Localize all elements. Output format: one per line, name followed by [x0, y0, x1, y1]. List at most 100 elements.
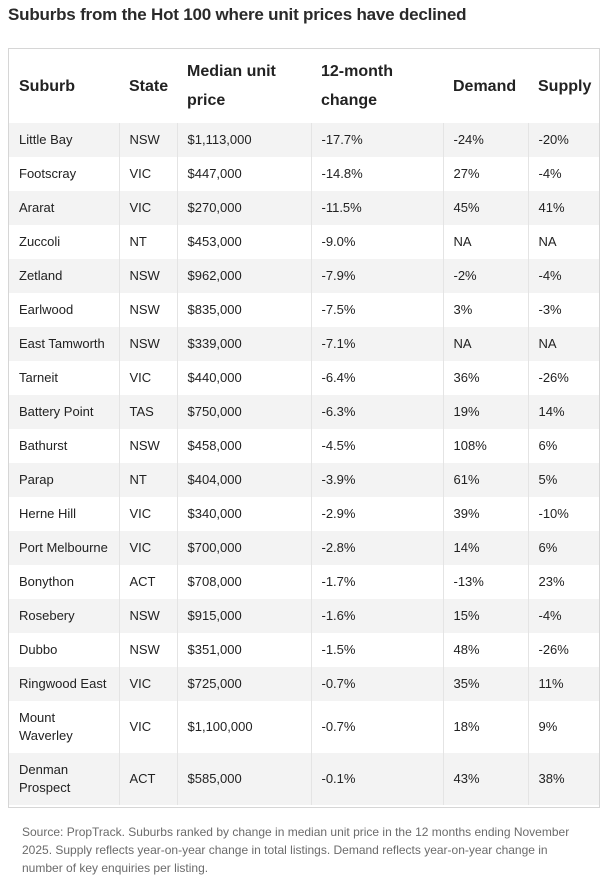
- cell-demand: 3%: [443, 293, 529, 327]
- cell-state: VIC: [119, 701, 178, 753]
- cell-demand: 27%: [443, 157, 529, 191]
- table-body: Little Bay NSW $1,113,000 -17.7% -24% -20% Foo…: [9, 123, 599, 805]
- cell-suburb: Rosebery: [9, 599, 120, 633]
- cell-demand: NA: [443, 225, 529, 259]
- cell-change: -6.4%: [311, 361, 444, 395]
- cell-change: -7.1%: [311, 327, 444, 361]
- cell-suburb: Ringwood East: [9, 667, 120, 701]
- cell-demand: -24%: [443, 123, 529, 157]
- header-median-unit-price: Median unit price: [187, 63, 276, 109]
- cell-supply: -20%: [538, 132, 569, 147]
- cell-state: VIC: [119, 497, 178, 531]
- cell-suburb: East Tamworth: [9, 327, 120, 361]
- table-row: Dubbo NSW $351,000 -1.5% 48% -26%: [9, 633, 599, 667]
- cell-change: -6.3%: [311, 395, 444, 429]
- cell-change: -14.8%: [311, 157, 444, 191]
- cell-supply: 14%: [538, 404, 565, 419]
- table-row: Port Melbourne VIC $700,000 -2.8% 14% 6%: [9, 531, 599, 565]
- header-state: State: [129, 77, 169, 95]
- cell-supply: NA: [538, 234, 557, 249]
- cell-demand: 35%: [443, 667, 529, 701]
- cell-state: NSW: [119, 259, 178, 293]
- cell-supply: -10%: [538, 506, 569, 521]
- cell-median-price: $585,000: [177, 753, 312, 805]
- table-row: Bathurst NSW $458,000 -4.5% 108% 6%: [9, 429, 599, 463]
- cell-state: VIC: [119, 361, 178, 395]
- cell-state: NSW: [119, 429, 178, 463]
- cell-suburb: Earlwood: [9, 293, 120, 327]
- cell-supply: -3%: [538, 302, 562, 317]
- cell-suburb: Denman Prospect: [9, 753, 120, 805]
- cell-demand: 36%: [443, 361, 529, 395]
- cell-supply: 6%: [538, 540, 558, 555]
- cell-change: -1.5%: [311, 633, 444, 667]
- cell-supply: 9%: [538, 719, 558, 734]
- cell-state: NSW: [119, 599, 178, 633]
- cell-demand: 39%: [443, 497, 529, 531]
- cell-change: -1.7%: [311, 565, 444, 599]
- cell-suburb: Bathurst: [9, 429, 120, 463]
- cell-change: -2.8%: [311, 531, 444, 565]
- cell-median-price: $915,000: [177, 599, 312, 633]
- table-row: Herne Hill VIC $340,000 -2.9% 39% -10%: [9, 497, 599, 531]
- cell-state: VIC: [119, 157, 178, 191]
- cell-median-price: $447,000: [177, 157, 312, 191]
- cell-median-price: $351,000: [177, 633, 312, 667]
- cell-change: -17.7%: [311, 123, 444, 157]
- cell-change: -0.7%: [311, 701, 444, 753]
- cell-change: -2.9%: [311, 497, 444, 531]
- cell-suburb: Zetland: [9, 259, 120, 293]
- cell-state: NT: [119, 225, 178, 259]
- cell-median-price: $458,000: [177, 429, 312, 463]
- cell-median-price: $440,000: [177, 361, 312, 395]
- cell-suburb: Footscray: [9, 157, 120, 191]
- table-row: Mount Waverley VIC $1,100,000 -0.7% 18% 9%: [9, 701, 599, 753]
- cell-demand: 15%: [443, 599, 529, 633]
- header-suburb: Suburb: [19, 77, 75, 95]
- cell-supply: -26%: [538, 642, 569, 657]
- cell-demand: 14%: [443, 531, 529, 565]
- table-row: Rosebery NSW $915,000 -1.6% 15% -4%: [9, 599, 599, 633]
- cell-suburb: Port Melbourne: [9, 531, 120, 565]
- cell-supply: 23%: [538, 574, 565, 589]
- cell-supply: 41%: [538, 200, 565, 215]
- table-row: Battery Point TAS $750,000 -6.3% 19% 14%: [9, 395, 599, 429]
- cell-median-price: $404,000: [177, 463, 312, 497]
- table-row: Ararat VIC $270,000 -11.5% 45% 41%: [9, 191, 599, 225]
- cell-median-price: $708,000: [177, 565, 312, 599]
- cell-median-price: $270,000: [177, 191, 312, 225]
- cell-supply: -4%: [538, 268, 562, 283]
- cell-median-price: $1,100,000: [177, 701, 312, 753]
- cell-supply: NA: [538, 336, 557, 351]
- cell-median-price: $962,000: [177, 259, 312, 293]
- cell-median-price: $339,000: [177, 327, 312, 361]
- cell-change: -0.1%: [311, 753, 444, 805]
- cell-change: -11.5%: [311, 191, 444, 225]
- table-row: Footscray VIC $447,000 -14.8% 27% -4%: [9, 157, 599, 191]
- cell-median-price: $340,000: [177, 497, 312, 531]
- cell-supply: 38%: [538, 771, 565, 786]
- cell-state: TAS: [119, 395, 178, 429]
- cell-demand: -2%: [443, 259, 529, 293]
- cell-suburb: Dubbo: [9, 633, 120, 667]
- cell-demand: 19%: [443, 395, 529, 429]
- cell-demand: 18%: [443, 701, 529, 753]
- table-row: Bonython ACT $708,000 -1.7% -13% 23%: [9, 565, 599, 599]
- cell-state: VIC: [119, 667, 178, 701]
- cell-median-price: $725,000: [177, 667, 312, 701]
- cell-supply: -26%: [538, 370, 569, 385]
- table-title: Suburbs from the Hot 100 where unit pric…: [8, 5, 467, 24]
- cell-change: -3.9%: [311, 463, 444, 497]
- source-note: Source: PropTrack. Suburbs ranked by cha…: [22, 825, 570, 875]
- cell-suburb: Battery Point: [9, 395, 120, 429]
- cell-suburb: Tarneit: [9, 361, 120, 395]
- cell-demand: 108%: [443, 429, 529, 463]
- cell-median-price: $453,000: [177, 225, 312, 259]
- table-row: Tarneit VIC $440,000 -6.4% 36% -26%: [9, 361, 599, 395]
- cell-state: ACT: [119, 753, 178, 805]
- cell-supply: 5%: [538, 472, 558, 487]
- cell-change: -1.6%: [311, 599, 444, 633]
- table-header-row: Suburb State Median unit price 12-month …: [9, 49, 599, 123]
- cell-state: NSW: [119, 633, 178, 667]
- header-supply: Supply: [538, 77, 592, 95]
